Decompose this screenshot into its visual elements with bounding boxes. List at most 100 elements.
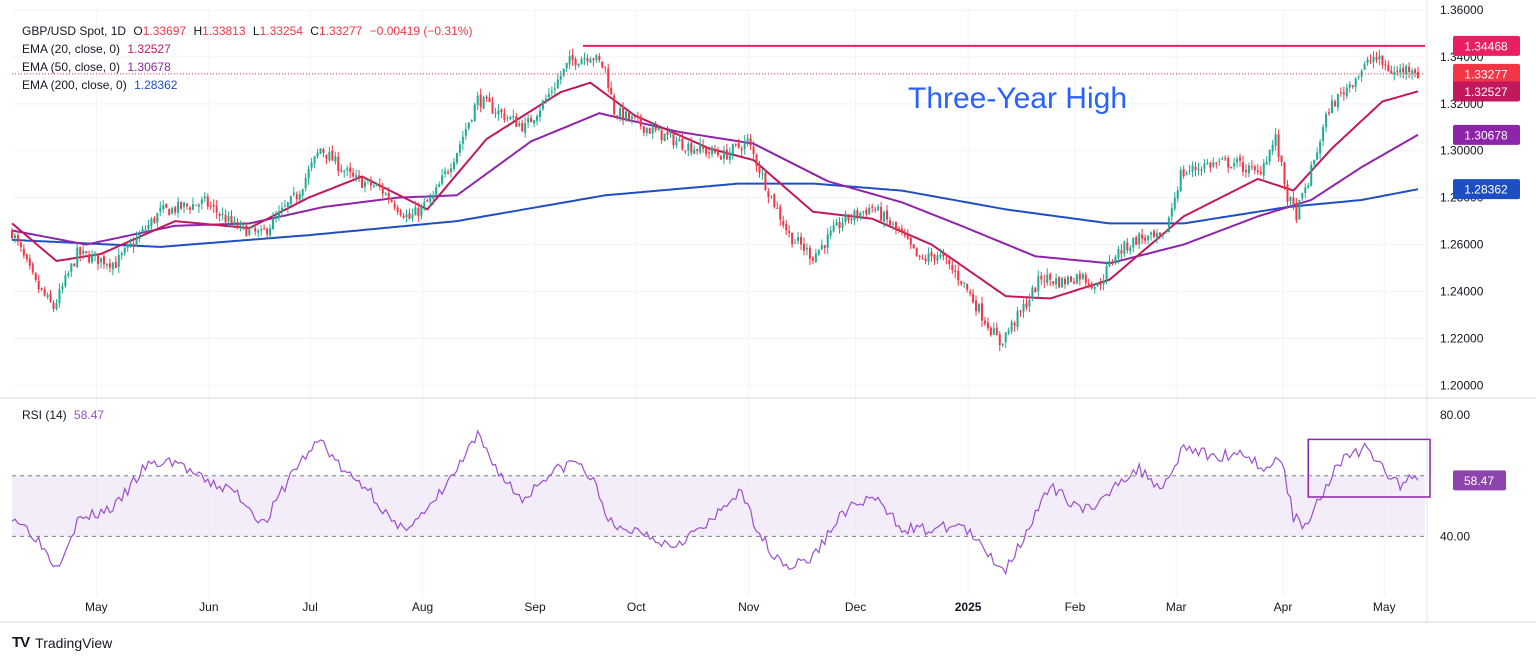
candle-body bbox=[1037, 276, 1040, 292]
candle bbox=[737, 138, 740, 150]
candle-body bbox=[1259, 171, 1262, 174]
candle bbox=[1333, 99, 1336, 107]
candle bbox=[524, 116, 527, 138]
candle bbox=[785, 219, 788, 236]
candle-body bbox=[1393, 72, 1396, 75]
candle bbox=[592, 57, 595, 67]
candle bbox=[1247, 162, 1250, 178]
candle bbox=[94, 250, 97, 262]
candle-body bbox=[1200, 169, 1203, 171]
ema50-legend[interactable]: EMA (50, close, 0) 1.30678 bbox=[22, 58, 476, 76]
candle-body bbox=[767, 190, 770, 197]
rsi-tick-label: 40.00 bbox=[1440, 529, 1470, 543]
rsi-legend[interactable]: RSI (14) 58.47 bbox=[22, 408, 104, 422]
candle bbox=[1155, 228, 1158, 244]
candle-body bbox=[568, 56, 571, 65]
candle bbox=[755, 153, 758, 172]
time-tick-label: 2025 bbox=[955, 600, 982, 614]
candle bbox=[310, 157, 313, 172]
candle-body bbox=[387, 192, 390, 200]
candle bbox=[449, 163, 453, 178]
candle-body bbox=[639, 116, 642, 127]
candle bbox=[1399, 64, 1402, 78]
candle-body bbox=[28, 258, 31, 266]
price-tick-label: 1.26000 bbox=[1440, 238, 1484, 252]
candle bbox=[227, 211, 230, 227]
candle bbox=[746, 133, 749, 147]
candle bbox=[363, 177, 366, 193]
candle bbox=[266, 227, 269, 239]
candle-body bbox=[1405, 65, 1408, 74]
candle-body bbox=[85, 251, 88, 253]
candle bbox=[808, 245, 811, 265]
candle-body bbox=[583, 57, 586, 60]
candle bbox=[221, 207, 224, 221]
candle-body bbox=[607, 68, 610, 89]
candle bbox=[1141, 228, 1144, 244]
candle-body bbox=[1010, 321, 1013, 332]
candle-body bbox=[1046, 274, 1049, 283]
candle bbox=[625, 110, 628, 123]
candle bbox=[1259, 165, 1262, 176]
candle bbox=[43, 286, 46, 297]
candle-body bbox=[479, 94, 482, 108]
last-price-tag: 1.33277 bbox=[1453, 63, 1520, 84]
candle-body bbox=[995, 327, 998, 336]
candle bbox=[936, 251, 939, 265]
candle bbox=[1037, 270, 1040, 298]
candle-body bbox=[859, 212, 862, 218]
candle bbox=[366, 178, 369, 185]
candle-body bbox=[1286, 184, 1289, 203]
candle bbox=[1096, 282, 1099, 287]
candle bbox=[420, 203, 423, 220]
candle bbox=[269, 224, 272, 240]
candle-body bbox=[183, 202, 186, 207]
candle-body bbox=[627, 112, 630, 120]
candle-body bbox=[191, 204, 194, 210]
candle-body bbox=[678, 139, 681, 142]
candle-body bbox=[363, 182, 366, 187]
candle-body bbox=[945, 257, 948, 259]
candle bbox=[835, 218, 838, 226]
candle bbox=[826, 228, 829, 255]
candle-body bbox=[586, 58, 589, 62]
candle bbox=[1158, 232, 1161, 237]
candle bbox=[1123, 240, 1126, 258]
candle-body bbox=[322, 149, 325, 154]
candle-body bbox=[1126, 242, 1129, 251]
candle-body bbox=[358, 175, 361, 177]
candle-body bbox=[352, 172, 355, 177]
candle-body bbox=[823, 245, 826, 248]
candle-body bbox=[601, 61, 604, 68]
time-tick-label: Aug bbox=[412, 600, 433, 614]
candle bbox=[764, 169, 767, 192]
candle-body bbox=[1144, 237, 1147, 241]
tradingview-brand[interactable]: TV TradingView bbox=[12, 634, 112, 651]
candle bbox=[488, 92, 491, 103]
candle-body bbox=[224, 214, 227, 223]
ema200-legend[interactable]: EMA (200, close, 0) 1.28362 bbox=[22, 76, 476, 94]
candle-body bbox=[491, 101, 494, 114]
candle bbox=[405, 209, 408, 223]
candle bbox=[850, 213, 853, 225]
candle bbox=[186, 202, 189, 210]
candle bbox=[1215, 161, 1218, 169]
candle-body bbox=[1265, 161, 1268, 165]
candle-body bbox=[832, 225, 835, 232]
candle bbox=[197, 203, 200, 213]
candle-body bbox=[102, 256, 105, 265]
rsi-value-tag-bg bbox=[1453, 470, 1506, 491]
candle bbox=[355, 169, 358, 182]
candle-body bbox=[764, 172, 767, 191]
candle-body bbox=[1031, 287, 1034, 299]
candle bbox=[1265, 155, 1268, 165]
candle-body bbox=[438, 184, 441, 188]
candle bbox=[135, 231, 138, 247]
candle-body bbox=[144, 229, 147, 231]
candle bbox=[316, 148, 319, 159]
candle bbox=[313, 155, 316, 169]
ema20-legend[interactable]: EMA (20, close, 0) 1.32527 bbox=[22, 40, 476, 58]
price-tick-label: 1.22000 bbox=[1440, 331, 1484, 345]
candle bbox=[1289, 196, 1292, 206]
